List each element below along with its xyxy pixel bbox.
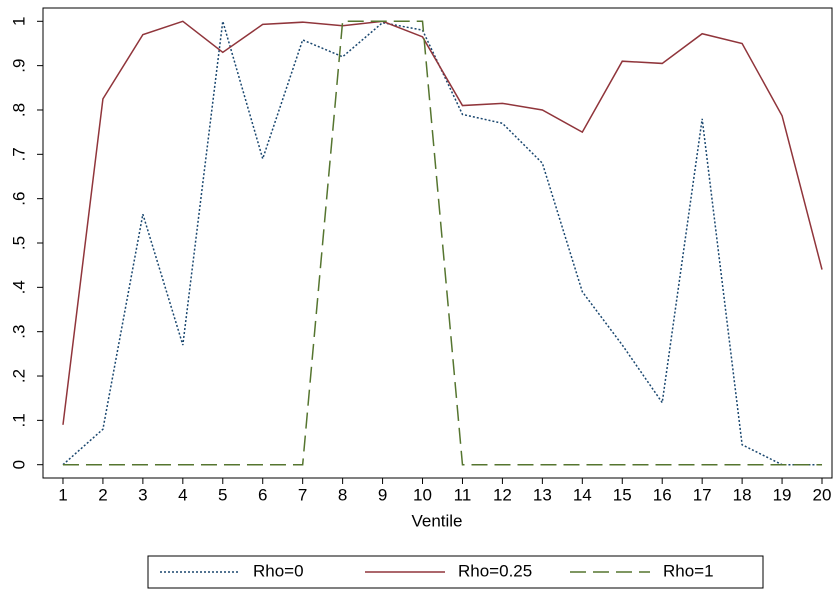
x-tick-label: 18 — [733, 485, 752, 504]
x-tick-label: 4 — [178, 485, 187, 504]
y-tick-label: 1 — [9, 17, 28, 26]
x-tick-label: 9 — [378, 485, 387, 504]
plot-frame — [42, 7, 833, 479]
x-tick-label: 20 — [813, 485, 832, 504]
legend-box — [147, 555, 764, 589]
y-tick-label: 0 — [9, 460, 28, 469]
x-tick-label: 2 — [98, 485, 107, 504]
x-tick-label: 5 — [218, 485, 227, 504]
x-tick-label: 12 — [493, 485, 512, 504]
x-tick-label: 17 — [693, 485, 712, 504]
y-tick-label: .3 — [9, 325, 28, 339]
x-tick-label: 15 — [613, 485, 632, 504]
x-tick-label: 11 — [454, 485, 472, 504]
y-tick-label: .2 — [9, 369, 28, 383]
series-line — [62, 21, 823, 466]
x-tick-label: 3 — [138, 485, 147, 504]
y-tick-label: .9 — [9, 59, 28, 73]
x-tick-label: 7 — [298, 485, 307, 504]
y-tick-label: .8 — [9, 103, 28, 117]
legend-label: Rho=1 — [663, 561, 714, 580]
y-tick-label: .5 — [9, 236, 28, 250]
y-tick-label: .6 — [9, 192, 28, 206]
x-tick-label: 6 — [258, 485, 267, 504]
y-tick-label: .1 — [9, 413, 28, 427]
series-line — [62, 20, 823, 425]
x-tick-label: 14 — [573, 485, 592, 504]
x-tick-label: 13 — [533, 485, 552, 504]
x-tick-label: 1 — [58, 485, 67, 504]
y-tick-label: .7 — [9, 147, 28, 161]
x-tick-label: 8 — [338, 485, 347, 504]
series-line — [62, 20, 823, 466]
x-tick-label: 10 — [413, 485, 432, 504]
x-tick-label: 16 — [653, 485, 672, 504]
legend-label: Rho=0 — [253, 561, 304, 580]
x-axis-label: Ventile — [411, 511, 462, 530]
legend-label: Rho=0.25 — [458, 561, 532, 580]
x-tick-label: 19 — [773, 485, 792, 504]
y-tick-label: .4 — [9, 280, 28, 294]
